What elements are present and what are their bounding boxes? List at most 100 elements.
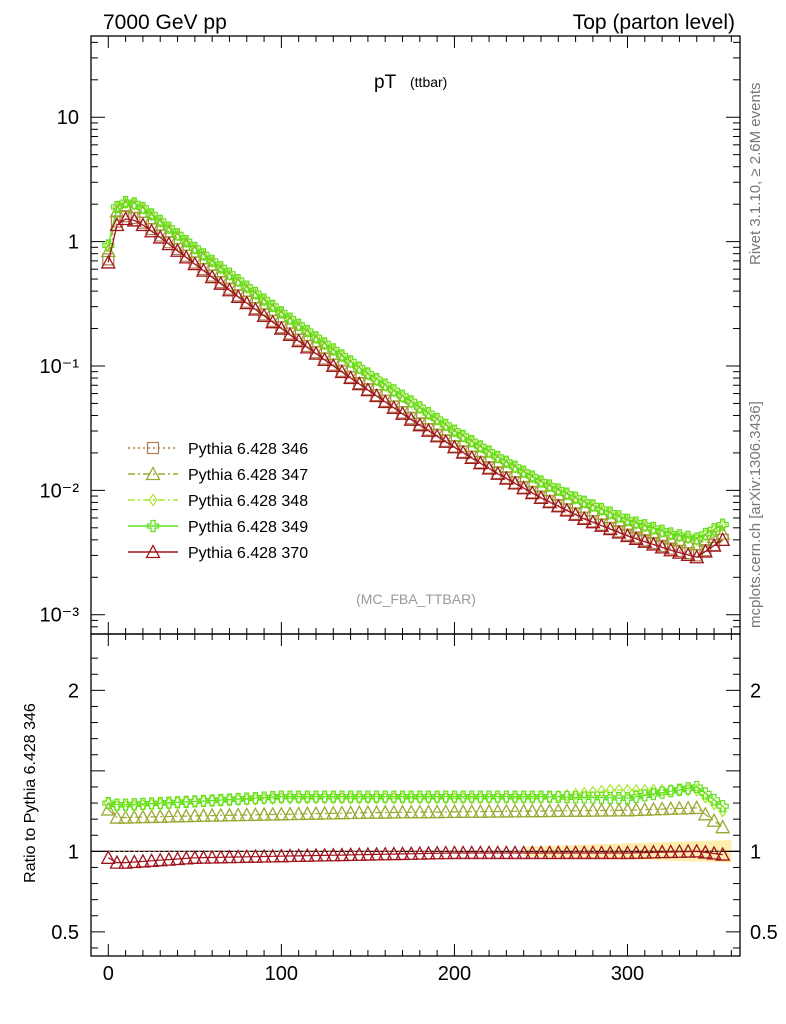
data-point [188, 241, 201, 255]
ratio-point [291, 847, 307, 863]
data-point [266, 299, 279, 312]
ratio-point [645, 801, 662, 816]
ratio-point [524, 803, 540, 818]
data-point [152, 229, 168, 244]
ratio-point [204, 849, 220, 864]
ratio-point [128, 798, 141, 811]
data-point [465, 435, 478, 448]
ratio-point [550, 845, 566, 860]
data-point [197, 248, 210, 261]
data-point [422, 406, 435, 420]
ratio-point [689, 800, 705, 815]
ratio-point [351, 805, 367, 820]
data-point [317, 352, 333, 367]
data-point [377, 394, 393, 409]
ratio-frame [90, 633, 741, 957]
ratio-point [405, 790, 418, 803]
ratio-point [637, 801, 653, 816]
data-point [368, 388, 385, 403]
ratio-point [619, 845, 636, 860]
main-panel: 10 1 10⁻¹ 10⁻² 10⁻³ [40, 35, 741, 635]
legend-label: Pythia 6.428 347 [188, 467, 308, 484]
data-point [611, 524, 627, 539]
data-point [638, 519, 651, 532]
ratio-point [180, 795, 193, 808]
ratio-point [491, 790, 504, 803]
data-point [595, 502, 608, 516]
ratio-point [377, 804, 393, 819]
data-point [456, 429, 470, 442]
ratio-point [110, 798, 124, 811]
legend-label: Pythia 6.428 370 [188, 545, 308, 562]
ratio-point [602, 845, 618, 860]
data-point [585, 514, 601, 529]
data-point [680, 547, 696, 562]
legend-item: Pythia 6.428 349 [128, 519, 308, 536]
data-point [353, 361, 366, 374]
ratio-point [647, 787, 660, 801]
ratio-point [100, 801, 116, 816]
ratio-point [361, 790, 375, 803]
data-point [299, 339, 315, 354]
ratio-point [490, 803, 506, 818]
data-point [673, 529, 686, 542]
data-point [171, 228, 184, 241]
data-point [412, 417, 428, 432]
data-point [143, 223, 160, 238]
data-point [128, 197, 141, 210]
data-point [507, 475, 523, 490]
energy-label: 7000 GeV pp [103, 11, 227, 34]
ratio-point [282, 848, 298, 863]
process-label: Top (parton level) [573, 11, 735, 34]
data-point [543, 479, 556, 492]
ratio-point [232, 792, 245, 806]
data-point [100, 254, 116, 269]
ratio-point [195, 849, 212, 864]
ratio-point [239, 848, 255, 863]
ratio-point [230, 849, 246, 864]
ratio-point [569, 791, 582, 804]
ratio-point [282, 806, 298, 821]
data-point [206, 254, 219, 267]
legend: Pythia 6.428 346 Pythia 6.428 347 Pythia 6… [128, 441, 308, 562]
ratio-point [195, 807, 212, 822]
ratio-point [301, 790, 314, 803]
ratio-point [396, 790, 409, 803]
mcplots-label: mcplots.cern.ch [arXiv:1306.3436] [747, 401, 764, 628]
data-point [647, 521, 660, 535]
ratio-point [498, 845, 514, 860]
data-point [526, 470, 539, 483]
ratio-point [621, 792, 634, 805]
ratio-point [109, 809, 125, 824]
data-point [671, 544, 688, 559]
ratio-point [567, 845, 584, 860]
data-point [136, 201, 150, 214]
data-point [524, 485, 540, 500]
ratio-point [256, 848, 272, 863]
data-point [413, 401, 426, 414]
ratio-point [578, 791, 591, 804]
data-point [221, 282, 238, 297]
ratio-point [637, 844, 653, 859]
ratio-point [673, 783, 686, 796]
data-point [439, 418, 452, 431]
data-point [663, 542, 679, 557]
ratio-point [439, 790, 452, 803]
data-point [396, 389, 409, 402]
data-point [386, 399, 402, 415]
data-point [239, 295, 255, 310]
data-point [491, 450, 504, 463]
data-point [394, 405, 411, 420]
ratio-point [169, 851, 186, 866]
ratio-point [448, 790, 461, 803]
data-point [283, 312, 297, 325]
ratio-point [275, 790, 288, 803]
ratio-point [343, 805, 359, 820]
data-point [282, 326, 298, 341]
ratio-point [239, 807, 255, 822]
ratio-point [664, 785, 677, 798]
y-tick-label: 10⁻¹ [40, 356, 80, 378]
data-point [250, 287, 260, 301]
data-point [446, 439, 463, 454]
data-point [351, 376, 367, 391]
